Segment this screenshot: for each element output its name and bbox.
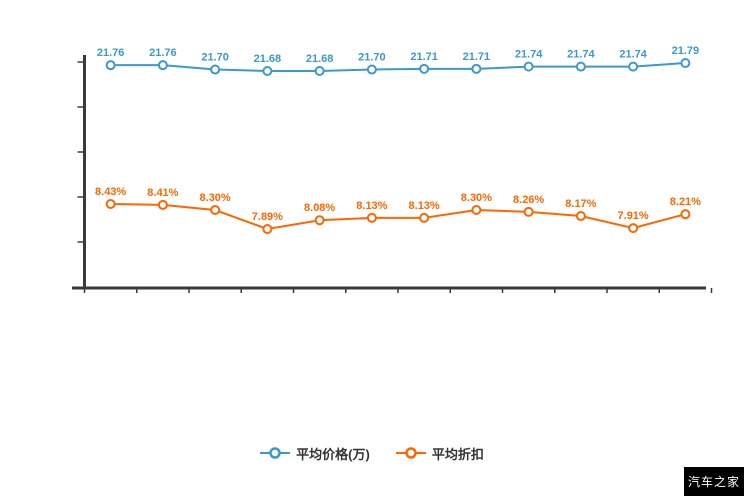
- data-point-marker: [210, 64, 221, 75]
- data-point-marker: [471, 63, 482, 74]
- data-point-marker: [157, 60, 168, 71]
- data-point-label: 8.26%: [513, 194, 544, 206]
- data-point-label: 8.30%: [461, 192, 492, 204]
- line-marker-icon: [395, 447, 426, 459]
- data-point-label: 8.13%: [356, 200, 387, 212]
- data-point-marker: [105, 198, 116, 209]
- data-point-label: 21.74: [619, 49, 647, 61]
- data-point-marker: [575, 61, 586, 72]
- chart-legend: 平均价格(万) 平均折扣: [0, 442, 744, 464]
- data-point-marker: [314, 66, 325, 76]
- data-point-label: 7.91%: [618, 210, 649, 222]
- data-point-label: 7.89%: [252, 211, 283, 223]
- data-point-marker: [628, 223, 639, 234]
- data-point-marker: [210, 205, 221, 216]
- data-point-marker: [262, 224, 273, 234]
- data-point-marker: [105, 60, 116, 71]
- data-point-marker: [157, 199, 168, 210]
- series-line-0: [110, 62, 686, 72]
- data-point-marker: [523, 206, 534, 217]
- data-point-label: 21.74: [515, 49, 543, 61]
- data-point-marker: [366, 212, 377, 223]
- data-point-marker: [680, 58, 691, 69]
- data-point-marker: [314, 215, 325, 226]
- legend-label-avg-discount: 平均折扣: [431, 446, 484, 462]
- data-point-label: 21.68: [306, 53, 334, 65]
- data-point-label: 8.30%: [200, 192, 231, 204]
- data-point-label: 8.41%: [147, 187, 178, 199]
- data-point-marker: [523, 61, 534, 72]
- data-point-marker: [419, 63, 430, 74]
- data-point-marker: [680, 209, 691, 220]
- series-line-1: [110, 202, 686, 231]
- data-point-label: 8.08%: [304, 202, 335, 214]
- data-point-label: 21.76: [149, 47, 177, 59]
- line-marker-icon: [260, 447, 291, 459]
- legend-label-avg-price: 平均价格(万): [296, 446, 370, 462]
- data-point-marker: [471, 205, 482, 216]
- data-point-marker: [628, 61, 639, 72]
- data-point-marker: [419, 212, 430, 223]
- legend-item-avg-price[interactable]: 平均价格(万): [260, 444, 370, 463]
- data-point-label: 21.70: [358, 52, 386, 64]
- data-point-label: 8.17%: [565, 198, 596, 210]
- data-point-label: 21.74: [567, 49, 595, 61]
- data-point-marker: [262, 66, 273, 76]
- data-point-label: 21.68: [254, 53, 282, 65]
- legend-item-avg-discount[interactable]: 平均折扣: [395, 444, 484, 463]
- watermark-text: 汽车之家: [687, 475, 740, 489]
- data-point-label: 8.13%: [409, 200, 440, 212]
- data-point-label: 8.43%: [95, 186, 126, 198]
- data-point-label: 21.70: [201, 52, 229, 64]
- data-point-marker: [366, 64, 377, 75]
- data-point-label: 21.71: [463, 51, 491, 63]
- data-point-label: 8.21%: [670, 196, 701, 208]
- data-point-marker: [575, 211, 586, 222]
- data-point-label: 21.71: [410, 51, 438, 63]
- autohome-watermark: 汽车之家: [684, 467, 744, 496]
- data-point-label: 21.76: [97, 47, 125, 59]
- data-point-label: 21.79: [672, 45, 700, 57]
